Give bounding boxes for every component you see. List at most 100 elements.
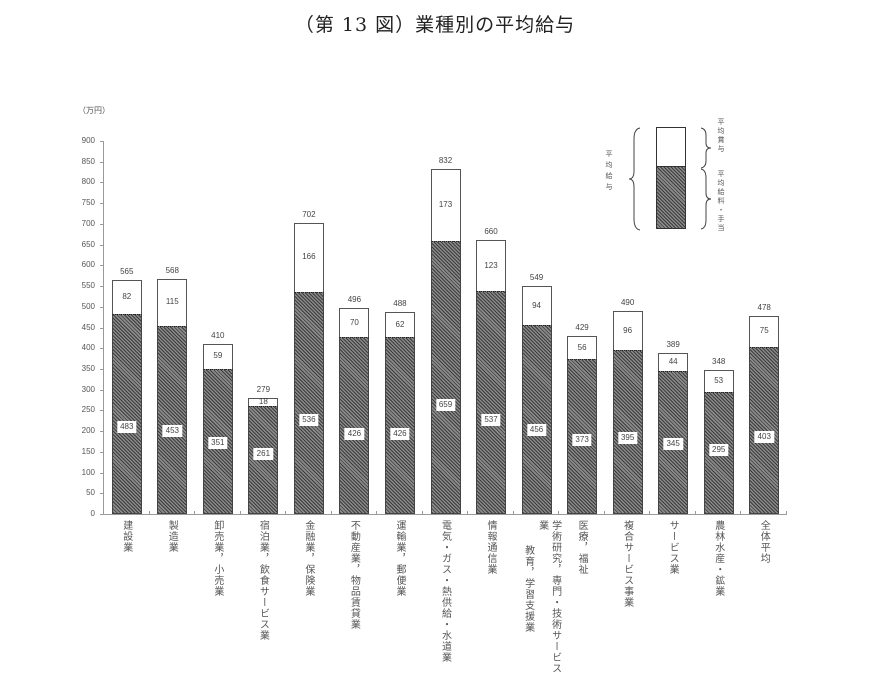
bar-segment-bonus[interactable] xyxy=(111,279,142,315)
bar-segment-bonus[interactable] xyxy=(339,308,370,339)
y-tick xyxy=(100,368,103,370)
y-tick xyxy=(100,203,103,205)
y-tick xyxy=(100,514,103,515)
legend-bonus-brace-icon xyxy=(700,127,712,169)
base-value-label: 453 xyxy=(162,424,182,437)
stacked-bar[interactable]: 173 659 xyxy=(430,169,461,514)
y-tick-label: 100 xyxy=(81,467,95,477)
total-value-label: 565 xyxy=(120,266,134,276)
bar-segment-base[interactable] xyxy=(476,291,507,514)
bar-segment-bonus[interactable] xyxy=(476,240,507,293)
stacked-bar[interactable]: 53 295 xyxy=(703,369,734,514)
y-tick-label: 800 xyxy=(81,177,95,187)
y-tick xyxy=(100,161,103,163)
category-label: 卸売業，小売業 xyxy=(211,520,223,597)
total-value-label: 568 xyxy=(165,265,179,275)
bar-segment-bonus[interactable] xyxy=(202,344,233,370)
bar-segment-base[interactable] xyxy=(248,405,279,514)
total-value-label: 488 xyxy=(393,298,407,308)
y-tick-label: 250 xyxy=(81,405,95,415)
base-value-label: 426 xyxy=(344,427,365,440)
stacked-bar[interactable]: 44 345 xyxy=(658,352,689,514)
legend-base-swatch xyxy=(656,166,686,229)
stacked-bar[interactable]: 62 426 xyxy=(384,311,415,514)
y-tick-label: 150 xyxy=(81,446,95,456)
stacked-bar[interactable]: 56 373 xyxy=(567,336,598,514)
y-tick xyxy=(100,431,103,433)
y-tick-label: 350 xyxy=(81,363,95,373)
bar-segment-base[interactable] xyxy=(111,313,142,514)
total-value-label: 478 xyxy=(757,302,771,312)
y-tick xyxy=(100,286,103,288)
stacked-bar[interactable]: 59 351 xyxy=(202,344,233,514)
category-label: 製造業 xyxy=(166,520,178,553)
bonus-value-label: 115 xyxy=(165,297,179,307)
bar-segment-base[interactable] xyxy=(384,337,415,514)
y-tick-label: 400 xyxy=(81,343,95,353)
stacked-bar[interactable]: 18 261 xyxy=(248,397,279,514)
category-label: 農林水産・鉱業 xyxy=(712,520,724,597)
y-tick xyxy=(100,182,103,184)
y-tick-label: 500 xyxy=(81,301,95,311)
bonus-value-label: 94 xyxy=(532,300,542,310)
total-value-label: 348 xyxy=(712,356,726,366)
base-value-label: 351 xyxy=(208,437,228,450)
category-label: 情報通信業 xyxy=(485,520,497,575)
y-tick-label: 700 xyxy=(81,218,95,228)
y-tick-label: 900 xyxy=(81,136,95,145)
y-tick-label: 600 xyxy=(81,260,95,270)
total-value-label: 549 xyxy=(529,273,544,283)
stacked-bar[interactable]: 96 395 xyxy=(612,310,643,514)
bonus-value-label: 173 xyxy=(438,200,453,210)
bonus-value-label: 96 xyxy=(623,325,633,335)
bar-segment-base[interactable] xyxy=(339,337,370,514)
y-tick xyxy=(100,410,103,412)
category-label: 不動産業，物品賃貸業 xyxy=(348,520,360,630)
category-label: 電気・ガス・熱供給・水道業 xyxy=(439,520,451,663)
stacked-bar[interactable]: 94 456 xyxy=(521,286,552,514)
category-label: 全体平均 xyxy=(758,520,770,564)
y-tick-label: 300 xyxy=(81,384,95,394)
bar-segment-base[interactable] xyxy=(521,325,552,514)
x-tick xyxy=(239,511,241,515)
category-label: サービス業 xyxy=(667,520,679,575)
chart-title: （第 13 図）業種別の平均給与 xyxy=(294,14,576,36)
bar-segment-bonus[interactable] xyxy=(157,278,188,328)
bar-segment-base[interactable] xyxy=(157,326,188,514)
y-tick xyxy=(100,348,103,350)
x-tick xyxy=(376,511,378,515)
base-value-label: 395 xyxy=(617,431,638,444)
stacked-bar[interactable]: 70 426 xyxy=(339,308,370,514)
x-tick xyxy=(649,511,651,515)
y-tick xyxy=(100,389,103,391)
stacked-bar[interactable]: 82 483 xyxy=(111,279,142,514)
total-value-label: 702 xyxy=(302,210,316,220)
x-tick xyxy=(421,511,423,515)
stacked-bar[interactable]: 123 537 xyxy=(476,240,507,514)
y-tick xyxy=(100,306,103,308)
stacked-bar[interactable]: 75 403 xyxy=(749,315,780,514)
category-label: 医療，福祉 xyxy=(576,520,588,575)
legend-bonus-swatch xyxy=(656,127,686,167)
bar-segment-base[interactable] xyxy=(430,240,461,514)
base-value-label: 456 xyxy=(526,424,547,437)
y-tick-label: 550 xyxy=(81,281,95,291)
y-tick xyxy=(100,265,103,267)
y-tick xyxy=(100,244,103,246)
bar-segment-base[interactable] xyxy=(749,346,780,514)
x-tick xyxy=(467,511,469,515)
x-tick xyxy=(786,511,787,515)
bar-segment-bonus[interactable] xyxy=(749,315,780,348)
base-value-label: 659 xyxy=(435,398,456,411)
total-value-label: 832 xyxy=(438,156,453,166)
y-tick-label: 0 xyxy=(90,509,95,518)
bonus-value-label: 53 xyxy=(714,375,724,385)
stacked-bar[interactable]: 166 536 xyxy=(293,223,324,514)
stacked-bar[interactable]: 115 453 xyxy=(157,278,188,514)
y-tick-label: 650 xyxy=(81,239,95,249)
bar-segment-base[interactable] xyxy=(293,291,324,514)
total-value-label: 429 xyxy=(575,323,589,333)
x-tick xyxy=(558,511,560,515)
x-tick xyxy=(330,511,332,515)
legend-left-brace-icon xyxy=(628,127,641,231)
